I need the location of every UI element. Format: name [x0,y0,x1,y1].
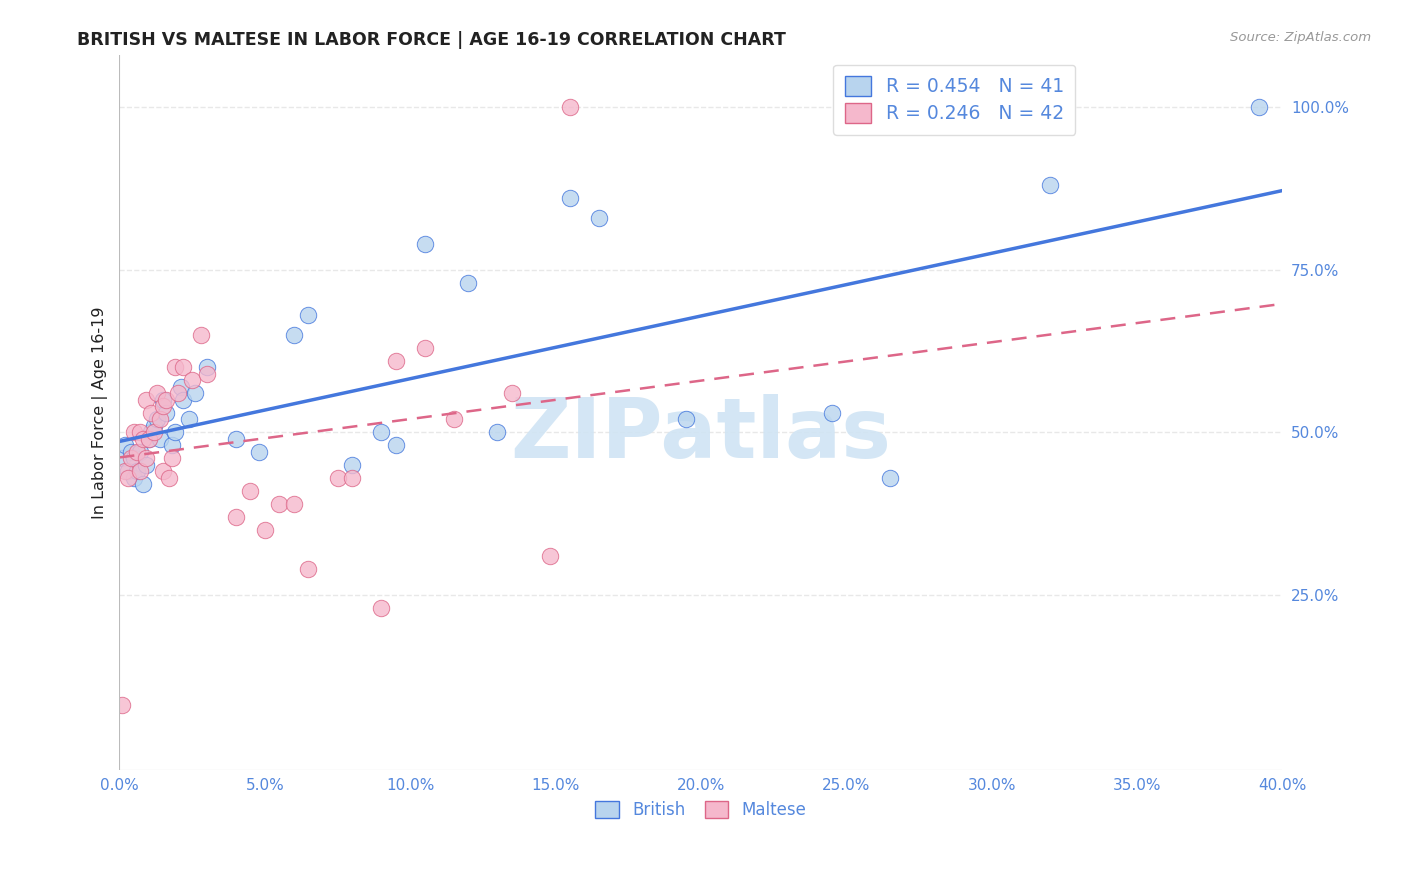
Point [179,412,201,426]
Point [225,432,247,446]
Point [152,464,174,478]
Point [135,458,157,472]
Point [143,418,166,433]
Text: ZIPatlas: ZIPatlas [510,393,891,475]
Point [370,600,392,615]
Point [239,483,262,498]
Point [225,509,247,524]
Point [152,399,174,413]
Point [114,438,136,452]
Point [149,412,172,426]
Point [131,432,153,446]
Point [538,549,561,563]
Point [120,451,142,466]
Point [340,470,363,484]
Point [157,470,180,484]
Point [879,470,901,484]
Point [1249,100,1271,114]
Point [163,360,186,375]
Point [117,464,139,478]
Point [138,432,160,446]
Point [155,392,177,407]
Point [675,412,697,426]
Point [166,386,188,401]
Point [172,360,194,375]
Point [1039,178,1062,193]
Point [247,444,270,458]
Point [283,327,305,342]
Point [128,464,150,478]
Point [152,392,174,407]
Point [143,425,166,439]
Point [131,477,153,491]
Point [326,470,349,484]
Point [384,353,406,368]
Point [146,386,169,401]
Point [190,327,212,342]
Text: BRITISH VS MALTESE IN LABOR FORCE | AGE 16-19 CORRELATION CHART: BRITISH VS MALTESE IN LABOR FORCE | AGE … [77,31,786,49]
Point [122,451,145,466]
Point [122,470,145,484]
Point [269,497,291,511]
Point [457,276,479,290]
Point [160,438,183,452]
Point [253,523,276,537]
Point [172,392,194,407]
Point [195,360,218,375]
Point [128,425,150,439]
Point [501,386,523,401]
Point [160,451,183,466]
Point [155,406,177,420]
Point [283,497,305,511]
Point [169,379,191,393]
Point [558,100,581,114]
Point [195,367,218,381]
Point [486,425,509,439]
Point [141,406,163,420]
Point [135,392,157,407]
Point [297,561,319,575]
Point [120,444,142,458]
Point [135,451,157,466]
Point [111,451,134,466]
Point [125,464,148,478]
Point [111,698,134,712]
Point [163,425,186,439]
Point [117,470,139,484]
Legend: British, Maltese: British, Maltese [589,795,813,826]
Text: Source: ZipAtlas.com: Source: ZipAtlas.com [1230,31,1371,45]
Point [114,464,136,478]
Point [297,308,319,322]
Point [184,386,207,401]
Point [340,458,363,472]
Point [146,412,169,426]
Y-axis label: In Labor Force | Age 16-19: In Labor Force | Age 16-19 [93,306,108,519]
Point [413,236,436,251]
Point [128,444,150,458]
Point [821,406,844,420]
Point [413,341,436,355]
Point [149,432,172,446]
Point [443,412,465,426]
Point [370,425,392,439]
Point [384,438,406,452]
Point [122,425,145,439]
Point [588,211,610,225]
Point [138,432,160,446]
Point [558,191,581,205]
Point [125,444,148,458]
Point [141,425,163,439]
Point [181,373,204,387]
